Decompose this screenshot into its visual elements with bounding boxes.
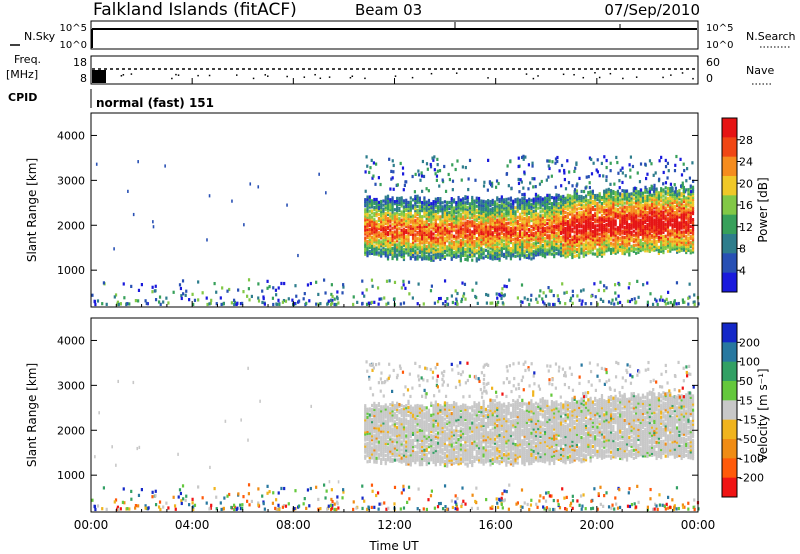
noise-panel: N.Sky 10^5 10^0 10^5 10^0 N.Search xyxy=(10,20,796,51)
noise-right-label: N.Search xyxy=(746,30,796,43)
nave-label: Nave xyxy=(746,64,774,77)
xtick-label: 00:00 xyxy=(74,518,109,532)
colorbar-segment xyxy=(722,137,737,158)
colorbar-tick-label: 12 xyxy=(739,221,753,234)
colorbar-segment xyxy=(722,214,737,235)
colorbar-tick-label: 200 xyxy=(739,336,760,349)
power-panel: 1000 2000 3000 4000 Slant Range [km] 4 8 12 16… xyxy=(25,112,770,308)
colorbar-segment xyxy=(722,400,737,421)
colorbar-segment xyxy=(722,342,737,363)
velocity-yaxis: 1000 2000 3000 4000 xyxy=(57,334,698,482)
power-ylabel: Slant Range [km] xyxy=(25,158,39,262)
ytick-label: 3000 xyxy=(57,379,85,392)
colorbar-segment xyxy=(722,156,737,177)
freq-tick-bottom: 8 xyxy=(80,72,87,85)
noise-left-tick-bottom: 10^0 xyxy=(60,40,87,51)
velocity-heatmap xyxy=(91,360,700,512)
noise-left-tick-top: 10^5 xyxy=(60,23,87,34)
noise-right-tick-top: 10^5 xyxy=(706,23,733,34)
xtick-label: 20:00 xyxy=(580,518,615,532)
noise-left-label: N.Sky xyxy=(24,30,56,43)
noise-right-tick-bottom: 10^0 xyxy=(706,40,733,51)
xtick-label: 00:00 xyxy=(681,518,716,532)
cpid-label: CPID xyxy=(8,91,37,104)
colorbar-segment xyxy=(722,118,737,138)
colorbar-segment xyxy=(722,253,737,274)
power-colorbar: 4 8 12 16 20 24 28 xyxy=(721,117,753,293)
colorbar-segment xyxy=(722,439,737,459)
nave-trace xyxy=(120,72,694,80)
date-label: 07/Sep/2010 xyxy=(604,1,700,19)
velocity-colorbar-label: Velocity [m s⁻¹] xyxy=(756,368,770,461)
xtick-label: 12:00 xyxy=(377,518,412,532)
power-heatmap xyxy=(91,154,700,307)
colorbar-segment xyxy=(722,272,737,293)
velocity-colorbar: 200 100 50 15 -15 -50 -100 -200 xyxy=(721,322,764,498)
colorbar-tick-label: 20 xyxy=(739,177,753,190)
colorbar-tick-label: 16 xyxy=(739,199,753,212)
colorbar-segment xyxy=(722,381,737,401)
colorbar-segment xyxy=(722,176,737,196)
colorbar-tick-label: -15 xyxy=(739,414,757,427)
freq-label-bottom: [MHz] xyxy=(6,68,38,81)
colorbar-segment xyxy=(722,195,737,216)
colorbar-tick-label: 100 xyxy=(739,356,760,369)
nave-tick-bottom: 0 xyxy=(706,72,713,85)
freq-tick-top: 18 xyxy=(73,56,87,69)
colorbar-segment xyxy=(722,361,737,382)
power-colorbar-label: Power [dB] xyxy=(756,177,770,242)
station-title: Falkland Islands (fitACF) xyxy=(93,0,297,20)
colorbar-segment xyxy=(722,419,737,440)
ytick-label: 2000 xyxy=(57,424,85,437)
colorbar-tick-label: 50 xyxy=(739,375,753,388)
cpid-mode: normal (fast) 151 xyxy=(96,96,214,110)
colorbar-segment xyxy=(722,477,737,498)
colorbar-segment xyxy=(722,323,737,343)
ytick-label: 4000 xyxy=(57,334,85,347)
velocity-ylabel: Slant Range [km] xyxy=(25,363,39,467)
colorbar-tick-label: 8 xyxy=(739,243,746,256)
freq-label-top: Freq. xyxy=(14,53,41,66)
colorbar-segment xyxy=(722,458,737,479)
xaxis-label: Time UT xyxy=(368,539,419,553)
ytick-label: 4000 xyxy=(57,129,85,142)
colorbar-tick-label: -50 xyxy=(739,433,757,446)
time-axis: 00:00 04:00 08:00 12:00 16:00 20:00 00:00 xyxy=(74,78,716,532)
freq-panel: Freq. [MHz] 18 8 60 0 Nave xyxy=(6,53,774,85)
xtick-label: 16:00 xyxy=(478,518,513,532)
colorbar-tick-label: 28 xyxy=(739,134,753,147)
power-yaxis: 1000 2000 3000 4000 xyxy=(57,129,698,277)
velocity-panel: 1000 2000 3000 4000 Slant Range [km] 200 100… xyxy=(25,317,770,513)
beam-label: Beam 03 xyxy=(355,1,422,19)
ytick-label: 2000 xyxy=(57,219,85,232)
ytick-label: 1000 xyxy=(57,264,85,277)
colorbar-tick-label: -200 xyxy=(739,472,764,485)
colorbar-tick-label: 24 xyxy=(739,156,753,169)
colorbar-segment xyxy=(722,234,737,254)
xtick-label: 04:00 xyxy=(175,518,210,532)
colorbar-tick-label: 15 xyxy=(739,394,753,407)
colorbar-tick-label: 4 xyxy=(739,264,746,277)
nave-tick-top: 60 xyxy=(706,56,720,69)
colorbar-tick-label: -100 xyxy=(739,452,764,465)
xtick-label: 08:00 xyxy=(276,518,311,532)
ytick-label: 1000 xyxy=(57,469,85,482)
ytick-label: 3000 xyxy=(57,174,85,187)
